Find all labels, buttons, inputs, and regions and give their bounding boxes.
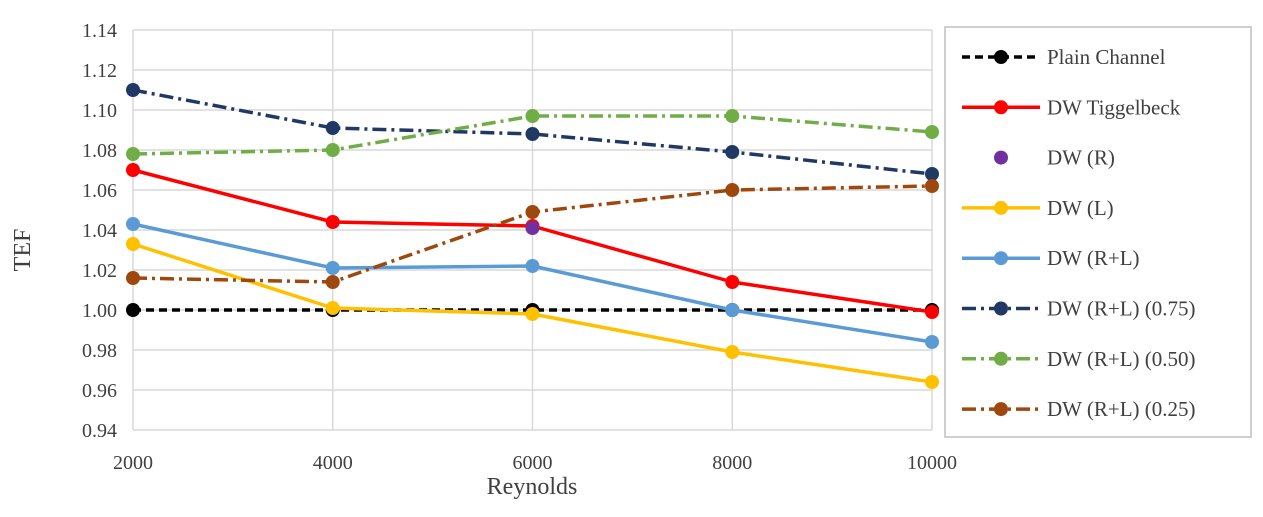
legend-marker (994, 301, 1008, 316)
data-point (725, 109, 740, 123)
legend-label: DW (R+L) (1047, 246, 1140, 270)
data-point (525, 221, 540, 235)
legend-item-dw-r-l: DW (R+L) (962, 246, 1140, 270)
y-tick-label: 1.12 (82, 60, 117, 82)
data-point (725, 345, 740, 359)
legend-label: DW (R) (1047, 146, 1115, 170)
legend-marker (994, 351, 1008, 366)
x-tick-label: 8000 (712, 452, 752, 474)
x-tick-label: 6000 (513, 452, 553, 474)
data-point (525, 127, 540, 141)
data-point (925, 125, 939, 139)
data-point (925, 179, 939, 193)
data-point (925, 305, 939, 319)
y-tick-label: 0.94 (82, 420, 117, 442)
data-point (925, 167, 939, 181)
legend-label: DW Tiggelbeck (1047, 95, 1181, 119)
legend-label: DW (R+L) (0.25) (1047, 397, 1196, 421)
data-point (325, 215, 340, 229)
y-axis-title: TEF (10, 229, 36, 272)
y-tick-label: 1.10 (82, 100, 117, 122)
legend-item-plain-channel: Plain Channel (962, 45, 1166, 69)
data-point (325, 121, 340, 135)
data-point (725, 183, 740, 197)
x-tick-label: 2000 (113, 452, 153, 474)
y-tick-label: 1.14 (82, 20, 117, 42)
legend-marker (994, 251, 1008, 266)
data-point (525, 205, 540, 219)
y-tick-label: 0.98 (82, 340, 117, 362)
series-plot (126, 83, 939, 389)
y-tick-label: 1.06 (82, 180, 117, 202)
data-point (325, 143, 340, 157)
data-point (725, 145, 740, 159)
legend: Plain Channel DW Tiggelbeck DW (R) DW (L) DW… (944, 26, 1252, 438)
data-point (525, 259, 540, 273)
series-dw-l (126, 237, 939, 389)
legend-item-dw-r: DW (R) (994, 146, 1115, 170)
data-point (126, 163, 140, 177)
data-point (325, 275, 340, 289)
data-point (126, 303, 140, 317)
series-dw-r (525, 221, 540, 235)
x-axis-ticks: 2000 4000 6000 8000 10000 (113, 452, 957, 474)
data-point (525, 307, 540, 321)
legend-marker (994, 150, 1008, 165)
legend-item-dw-r-l-0-50: DW (R+L) (0.50) (962, 347, 1196, 371)
y-tick-label: 1.08 (82, 140, 117, 162)
legend-label: DW (R+L) (0.75) (1047, 297, 1196, 321)
series-dw-r-l-0-25 (126, 179, 939, 289)
data-point (126, 237, 140, 251)
x-tick-label: 4000 (313, 452, 353, 474)
series-dw-r-l-0-75 (126, 83, 939, 181)
data-point (126, 83, 140, 97)
legend-item-dw-l: DW (L) (962, 196, 1114, 220)
data-point (925, 375, 939, 389)
data-point (725, 303, 740, 317)
data-point (126, 271, 140, 285)
data-point (725, 275, 740, 289)
series-line (132, 114, 933, 156)
data-point (925, 335, 939, 349)
legend-box (944, 26, 1252, 438)
legend-marker (994, 100, 1008, 115)
series-dw-r-l-0-50 (126, 109, 939, 161)
legend-marker (994, 50, 1008, 64)
y-axis-ticks: 0.94 0.96 0.98 1.00 1.02 1.04 1.06 1.08 1.10 1.12… (82, 20, 117, 442)
legend-item-dw-r-l-0-75: DW (R+L) (0.75) (962, 297, 1196, 321)
legend-label: DW (L) (1047, 196, 1114, 220)
x-axis-title: Reynolds (487, 474, 578, 500)
x-tick-label: 10000 (907, 452, 957, 474)
data-point (325, 261, 340, 275)
y-tick-label: 1.02 (82, 260, 117, 282)
legend-marker (994, 200, 1008, 215)
y-tick-label: 1.00 (82, 300, 117, 322)
data-point (525, 109, 540, 123)
legend-item-dw-r-l-0-25: DW (R+L) (0.25) (962, 397, 1196, 421)
data-point (126, 217, 140, 231)
data-point (325, 301, 340, 315)
legend-label: DW (R+L) (0.50) (1047, 347, 1196, 371)
legend-label: Plain Channel (1047, 45, 1166, 69)
data-point (126, 147, 140, 161)
legend-marker (994, 402, 1008, 417)
series-dw-r-l (126, 217, 939, 349)
series-line (132, 88, 933, 176)
y-tick-label: 1.04 (82, 220, 117, 242)
legend-item-dw-tiggelbeck: DW Tiggelbeck (962, 95, 1181, 119)
y-tick-label: 0.96 (82, 380, 117, 402)
